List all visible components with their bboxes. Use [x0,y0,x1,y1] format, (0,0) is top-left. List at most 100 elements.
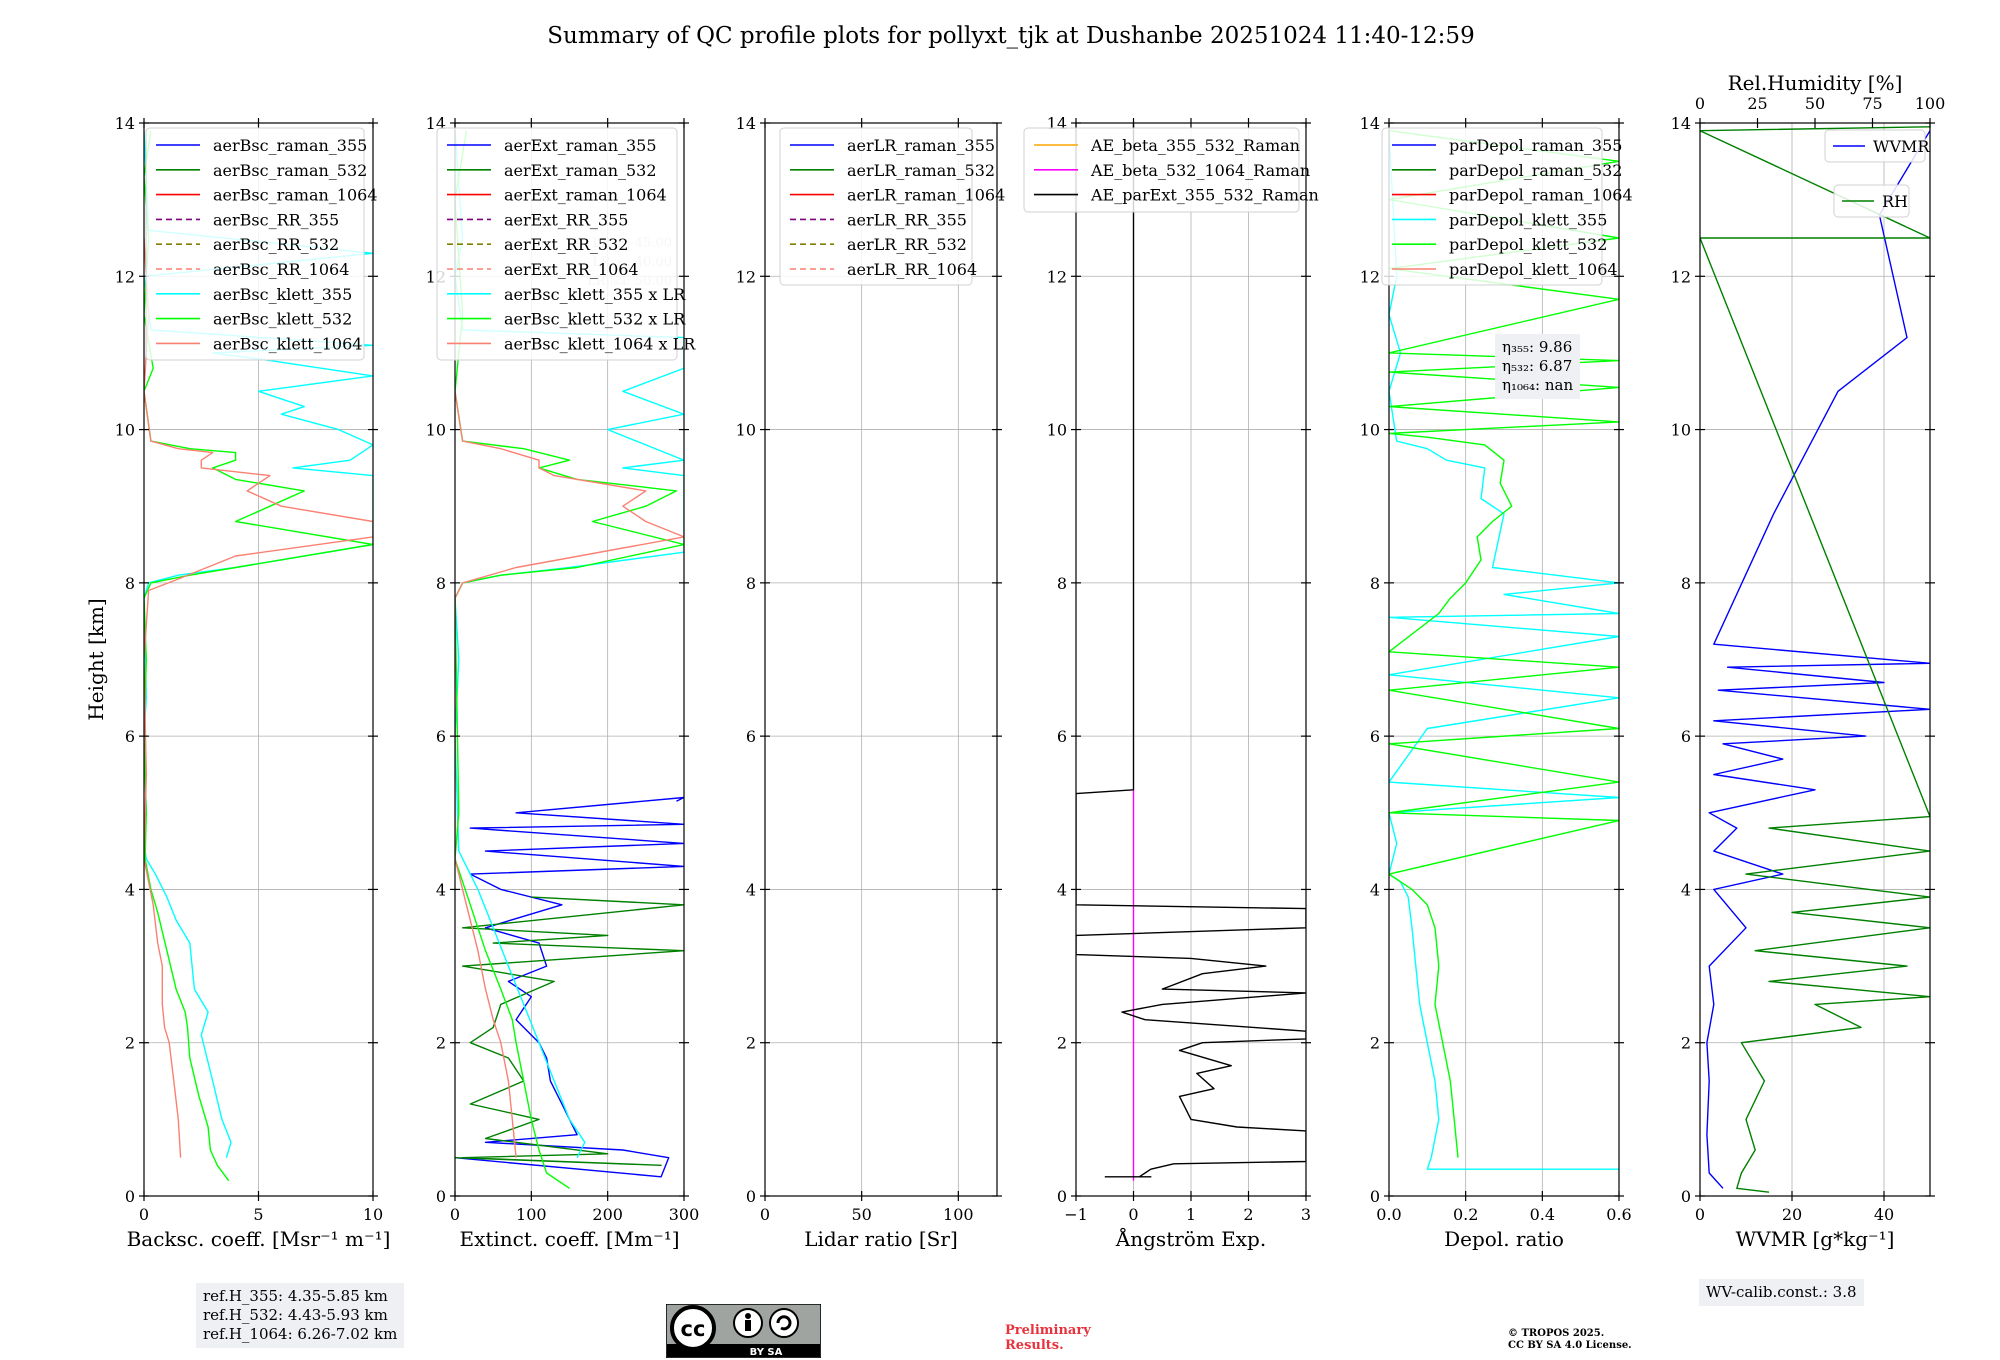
legend-entry-label: aerLR_raman_355 [847,136,995,155]
y-axis-label: Height [km] [84,598,108,720]
x-tick-label: 0 [450,1205,460,1224]
preliminary-line-2: Results. [1005,1338,1064,1353]
legend-entry-label: aerExt_RR_1064 [504,260,639,279]
x-axis-label: Depol. ratio [1444,1227,1564,1251]
legend-box [436,127,678,361]
x-tick-label: 0 [1695,1205,1705,1224]
preliminary-results-note: Preliminary Results. [1005,1323,1091,1353]
attribution-icon-head [745,1313,751,1319]
y-tick-label: 14 [1360,114,1380,133]
legend-entry-label: parDepol_raman_1064 [1449,186,1633,205]
y-tick-label: 8 [1681,574,1691,593]
legend: parDepol_raman_355 parDepol_raman_532 parD… [1381,127,1633,286]
cc-license-badge[interactable]: cc BY SA [666,1304,821,1358]
x-tick-label: 10 [363,1205,383,1224]
y-tick-label: 0 [436,1187,446,1206]
y-tick-label: 6 [1681,727,1691,746]
y-tick-label: 14 [1671,114,1691,133]
series-line-parDepol_klett_355 [1389,130,1619,1170]
legend-entry-label: parDepol_klett_1064 [1449,260,1618,279]
legend: AE_beta_355_532_Raman AE_beta_532_1064_Ra… [1023,127,1319,213]
panel-backscatter: 0 5 10 0 2 4 6 8 10 12 14 Backsc. coeff. [Msr⁻¹ m⁻¹… [84,114,390,1251]
y-tick-label: 2 [1057,1034,1067,1053]
x-tick-label: 5 [253,1205,263,1224]
x-tick-label: −1 [1064,1205,1088,1224]
legend-entry-label: aerBsc_raman_355 [213,136,367,155]
y-tick-label: 2 [1681,1034,1691,1053]
preliminary-line-1: Preliminary [1005,1323,1091,1338]
eta-355: η₃₅₅: 9.86 [1502,338,1573,356]
y-tick-label: 0 [746,1187,756,1206]
y-tick-label: 2 [1370,1034,1380,1053]
y-tick-label: 8 [125,574,135,593]
y-tick-label: 0 [1681,1187,1691,1206]
x-tick-label: 100 [943,1205,974,1224]
series-line-WVMR [1706,130,1930,1189]
y-tick-label: 6 [1370,727,1380,746]
ref-height-532: ref.H_532: 4.43-5.93 km [203,1306,388,1324]
y-tick-label: 10 [426,421,446,440]
legend-entry-label: aerLR_RR_532 [847,235,967,254]
cc-logo-icon-letters: cc [681,1317,706,1341]
copyright-line-2: CC BY SA 4.0 License. [1508,1340,1632,1351]
legend-box [1824,129,1926,163]
legend-entry-label: aerExt_raman_355 [504,136,657,155]
panel-depolarization: 0.0 0.2 0.4 0.6 0 2 4 6 8 10 12 14 Depol. ratio parDe… [1360,114,1633,1251]
copyright-note: © TROPOS 2025. CC BY SA 4.0 License. [1508,1328,1632,1352]
series-line-parDepol_klett_532 [1389,130,1619,1158]
top-x-tick-label: 25 [1747,94,1767,113]
x-tick-label: 300 [669,1205,700,1224]
series-group [1076,123,1306,1181]
legend-rh: RH [1833,184,1910,218]
share-alike-icon [769,1308,799,1338]
y-tick-label: 2 [746,1034,756,1053]
share-alike-icon-arc [776,1315,792,1331]
legend-entry-label: WVMR [1873,137,1930,156]
legend: aerBsc_raman_355 aerBsc_raman_532 aerBsc_r… [145,127,378,361]
y-tick-label: 6 [1057,727,1067,746]
axes-frame [1388,122,1620,1197]
y-tick-label: 10 [1360,421,1380,440]
x-axis-label: WVMR [g*kg⁻¹] [1736,1227,1895,1251]
reference-height-box: ref.H_355: 4.35-5.85 km ref.H_532: 4.43-… [196,1283,405,1348]
y-tick-label: 14 [115,114,135,133]
y-tick-label: 4 [1057,880,1067,899]
x-tick-label: 0 [1128,1205,1138,1224]
x-tick-label: 100 [516,1205,547,1224]
y-tick-label: 4 [436,880,446,899]
legend-entry-label: AE_parExt_355_532_Raman [1090,186,1319,205]
depol-eta-box: η₃₅₅: 9.86 η₅₃₂: 6.87 η₁₀₆₄: nan [1495,334,1581,399]
wv-calib-box: WV-calib.const.: 3.8 [1699,1279,1864,1306]
legend-entry-label: parDepol_raman_532 [1449,161,1622,180]
legend-entry-label: aerExt_RR_355 [504,210,628,229]
legend-box [1381,127,1603,286]
x-tick-label: 0.6 [1606,1205,1631,1224]
legend-entry-label: aerLR_RR_355 [847,210,967,229]
x-tick-label: 0.0 [1376,1205,1401,1224]
legend-entry-label: aerBsc_klett_532 [213,310,352,329]
x-tick-label: 0.4 [1530,1205,1555,1224]
x-tick-label: 50 [851,1205,871,1224]
legend-entry-label: aerBsc_klett_1064 x LR [504,334,696,353]
y-tick-label: 12 [1047,267,1067,286]
top-axis-label: Rel.Humidity [%] [1728,71,1903,95]
series-line-aerBsc_klett_532 x LR [455,130,684,1189]
y-tick-label: 6 [125,727,135,746]
figure-title: Summary of QC profile plots for pollyxt_… [547,23,1474,49]
legend-entry-label: aerBsc_RR_1064 [213,260,349,279]
legend-box [779,127,973,286]
series-group [1700,126,1930,1193]
x-tick-label: 0 [760,1205,770,1224]
top-x-tick-label: 100 [1915,94,1946,113]
cc-logo-icon [670,1305,716,1351]
legend-box [145,127,365,361]
y-tick-label: 4 [1370,880,1380,899]
copyright-line-1: © TROPOS 2025. [1508,1328,1605,1339]
legend-entry-label: AE_beta_355_532_Raman [1090,136,1300,155]
y-tick-label: 10 [115,421,135,440]
y-tick-label: 8 [1370,574,1380,593]
